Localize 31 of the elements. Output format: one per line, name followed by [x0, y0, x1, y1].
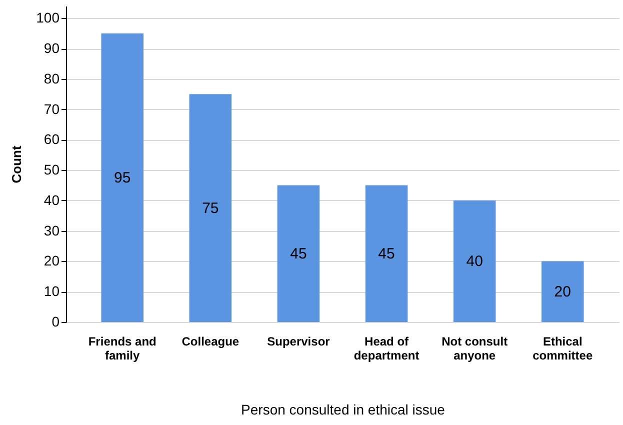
- y-tick-label: 60: [44, 131, 60, 148]
- bar: [189, 94, 232, 322]
- data-label: 45: [290, 246, 307, 263]
- y-tick-label: 20: [44, 252, 60, 269]
- y-tick-label: 90: [44, 40, 60, 56]
- bar: [542, 261, 584, 322]
- y-tick-label: 50: [44, 162, 60, 178]
- bar: [101, 33, 144, 322]
- data-label: 45: [378, 246, 395, 263]
- y-tick-label: 10: [44, 283, 60, 300]
- x-axis-title: Person consulted in ethical issue: [241, 402, 446, 418]
- y-axis-title: Count: [9, 145, 24, 184]
- x-tick-label: Supervisor: [267, 334, 330, 348]
- data-label: 95: [114, 170, 131, 187]
- x-tick-label: Ethical committee: [532, 334, 593, 362]
- y-tick-label: 100: [36, 10, 60, 26]
- x-tick-label: Head of department: [354, 334, 420, 362]
- x-tick-label: Colleague: [182, 334, 240, 348]
- y-tick-label: 40: [44, 192, 60, 208]
- y-tick-label: 70: [44, 100, 60, 117]
- bar: [277, 185, 320, 322]
- x-tick-label: Not consult anyone: [442, 334, 508, 362]
- y-tick-label: 0: [52, 314, 60, 330]
- data-label: 40: [466, 253, 483, 270]
- y-tick-label: 30: [44, 222, 60, 238]
- data-label: 20: [554, 284, 571, 301]
- data-label: 75: [202, 200, 219, 218]
- bar: [453, 200, 496, 322]
- bar: [365, 185, 408, 322]
- y-tick-label: 80: [44, 70, 60, 86]
- x-tick-label: Friends and family: [88, 334, 156, 362]
